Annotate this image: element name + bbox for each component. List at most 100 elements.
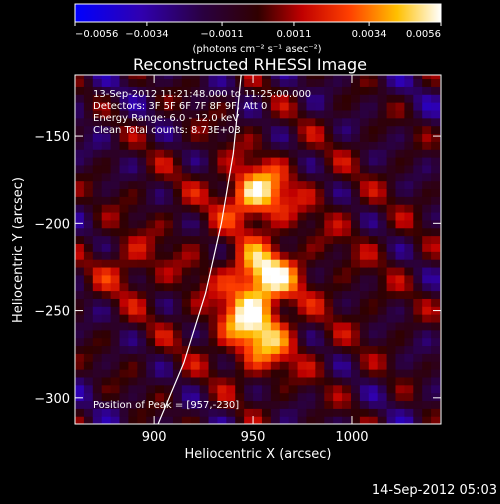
heatmap-cell [190, 400, 201, 409]
heatmap-cell [377, 75, 388, 80]
heatmap-cell [279, 416, 290, 424]
heatmap-cell [413, 75, 423, 80]
x-axis-label: Heliocentric X (arcsec) [185, 447, 332, 462]
heatmap-cell [297, 117, 308, 127]
heatmap-cell [75, 290, 85, 299]
heatmap-cell [137, 227, 147, 237]
heatmap-cell [75, 243, 85, 252]
heatmap-cell [83, 78, 94, 87]
heatmap-cell [101, 117, 112, 127]
heatmap-cell [333, 157, 343, 166]
heatmap-cell [270, 345, 281, 354]
heatmap-cell [395, 117, 405, 127]
heatmap-cell [422, 219, 432, 229]
heatmap-cell [279, 164, 290, 174]
heatmap-cell [208, 376, 219, 386]
heatmap-cell [128, 235, 138, 244]
heatmap-cell [110, 314, 121, 323]
heatmap-cell [377, 125, 388, 135]
heatmap-cell [324, 314, 334, 323]
heatmap-cell [350, 204, 361, 213]
heatmap-cell [244, 133, 254, 142]
heatmap-cell [75, 180, 85, 190]
heatmap-cell [119, 329, 130, 339]
heatmap-cell [172, 102, 183, 111]
heatmap-cell [83, 298, 94, 307]
heatmap-cell [181, 86, 192, 95]
heatmap-cell [146, 282, 156, 292]
heatmap-cell [208, 361, 219, 370]
heatmap-cell [395, 94, 405, 103]
heatmap-cell [155, 75, 165, 80]
heatmap-cell [190, 94, 201, 103]
heatmap-cell [244, 251, 254, 260]
heatmap-cell [226, 376, 236, 386]
heatmap-cell [324, 164, 334, 174]
heatmap-cell [324, 298, 334, 307]
heatmap-cell [342, 353, 352, 362]
heatmap-cell [83, 109, 94, 119]
heatmap-cell [146, 219, 156, 229]
heatmap-cell [181, 416, 192, 424]
heatmap-cell [83, 329, 94, 339]
heatmap-cell [324, 369, 334, 378]
heatmap-cell [386, 117, 397, 127]
heatmap-cell [217, 400, 227, 409]
heatmap-cell [342, 196, 352, 205]
heatmap-cell [350, 219, 361, 229]
heatmap-cell [279, 369, 290, 378]
heatmap-cell [181, 290, 192, 299]
heatmap-cell [164, 290, 174, 299]
y-tick-label: −300 [34, 392, 70, 407]
heatmap-cell [288, 133, 299, 142]
heatmap-cell [75, 266, 85, 276]
heatmap-cell [359, 369, 370, 378]
heatmap-cell [350, 164, 361, 174]
heatmap-cell [413, 235, 423, 244]
heatmap-cell [315, 274, 325, 284]
heatmap-cell [297, 94, 308, 103]
heatmap-cell [190, 188, 201, 197]
heatmap-cell [422, 102, 432, 111]
heatmap-cell [386, 274, 397, 284]
heatmap-cell [146, 180, 156, 190]
heatmap-cell [83, 211, 94, 221]
heatmap-cell [190, 376, 201, 386]
heatmap-cell [333, 353, 343, 362]
heatmap-cell [146, 157, 156, 166]
heatmap-cell [128, 353, 138, 362]
heatmap-cell [119, 392, 130, 402]
heatmap-cell [208, 211, 219, 221]
heatmap-cell [128, 314, 138, 323]
heatmap-cell [350, 400, 361, 409]
heatmap-cell [155, 251, 165, 260]
heatmap-cell [226, 392, 236, 402]
heatmap-cell [217, 314, 227, 323]
heatmap-cell [119, 259, 130, 268]
heatmap-cell [226, 408, 236, 417]
heatmap-cell [172, 329, 183, 339]
heatmap-cell [270, 125, 281, 135]
heatmap-cell [359, 235, 370, 244]
heatmap-cell [172, 337, 183, 347]
heatmap-cell [146, 400, 156, 409]
heatmap-cell [350, 353, 361, 362]
heatmap-cell [155, 149, 165, 158]
heatmap-cell [261, 266, 272, 276]
heatmap-cell [413, 266, 423, 276]
heatmap-cell [386, 361, 397, 370]
heatmap-cell [110, 75, 121, 80]
heatmap-cell [199, 400, 210, 409]
heatmap-cell [75, 259, 85, 268]
heatmap-cell [146, 408, 156, 417]
heatmap-cell [368, 290, 379, 299]
heatmap-cell [199, 345, 210, 354]
heatmap-cell [92, 157, 103, 166]
heatmap-cell [217, 361, 227, 370]
heatmap-cell [164, 164, 174, 174]
heatmap-cell [288, 109, 299, 119]
heatmap-cell [333, 274, 343, 284]
heatmap-cell [110, 408, 121, 417]
heatmap-cell [244, 86, 254, 95]
heatmap-cell [270, 78, 281, 87]
